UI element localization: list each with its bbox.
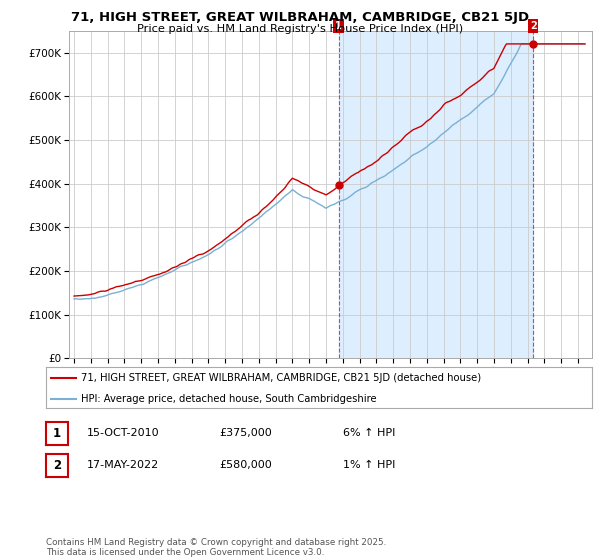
Text: 17-MAY-2022: 17-MAY-2022 xyxy=(87,460,159,470)
Text: 1: 1 xyxy=(335,21,342,31)
Text: 2: 2 xyxy=(530,21,536,31)
Text: HPI: Average price, detached house, South Cambridgeshire: HPI: Average price, detached house, Sout… xyxy=(81,394,377,404)
Bar xyxy=(338,31,533,358)
Text: 6% ↑ HPI: 6% ↑ HPI xyxy=(343,428,395,438)
Text: 15-OCT-2010: 15-OCT-2010 xyxy=(87,428,160,438)
Text: £580,000: £580,000 xyxy=(219,460,272,470)
Text: Price paid vs. HM Land Registry's House Price Index (HPI): Price paid vs. HM Land Registry's House … xyxy=(137,24,463,34)
Text: 1% ↑ HPI: 1% ↑ HPI xyxy=(343,460,395,470)
Text: 1: 1 xyxy=(53,427,61,440)
Text: 71, HIGH STREET, GREAT WILBRAHAM, CAMBRIDGE, CB21 5JD (detached house): 71, HIGH STREET, GREAT WILBRAHAM, CAMBRI… xyxy=(81,374,481,383)
Text: Contains HM Land Registry data © Crown copyright and database right 2025.
This d: Contains HM Land Registry data © Crown c… xyxy=(46,538,386,557)
Text: £375,000: £375,000 xyxy=(219,428,272,438)
Text: 71, HIGH STREET, GREAT WILBRAHAM, CAMBRIDGE, CB21 5JD: 71, HIGH STREET, GREAT WILBRAHAM, CAMBRI… xyxy=(71,11,529,24)
Text: 2: 2 xyxy=(53,459,61,472)
